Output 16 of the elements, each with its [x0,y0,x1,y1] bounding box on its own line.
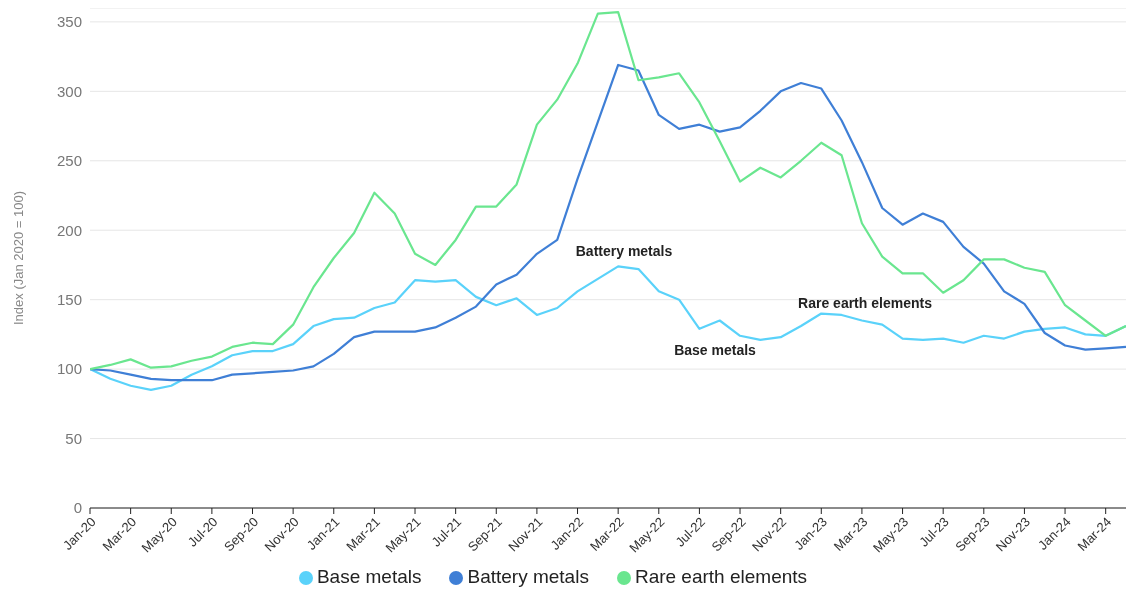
y-tick-label: 100 [56,360,82,378]
y-axis-title: Index (Jan 2020 = 100) [10,190,26,326]
legend-label: Base metals [316,566,422,587]
annotation: Rare earth elements [798,295,932,311]
legend-label: Battery metals [467,566,589,587]
line-series [90,11,1126,371]
y-tick-label: 50 [65,429,82,447]
y-tick-label: 300 [56,82,82,100]
y-tick-label: 350 [56,13,82,31]
y-tick-label: 150 [56,290,82,308]
annotation: Battery metals [575,243,673,259]
y-tick-label: 0 [73,499,82,517]
y-tick-label: 200 [56,221,82,239]
y-tick-label: 250 [56,152,82,170]
legend-label: Rare earth elements [634,566,808,587]
annotation: Base metals [674,342,756,358]
